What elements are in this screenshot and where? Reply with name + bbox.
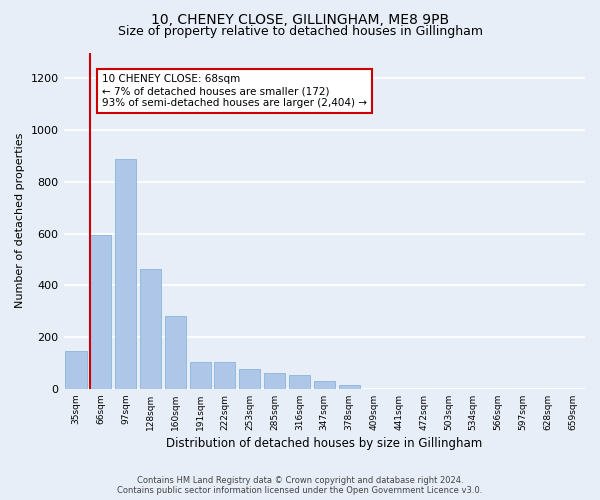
- Bar: [214, 362, 235, 389]
- Bar: [115, 158, 136, 389]
- Bar: [140, 268, 161, 389]
- X-axis label: Distribution of detached houses by size in Gillingham: Distribution of detached houses by size …: [166, 437, 482, 450]
- Text: Size of property relative to detached houses in Gillingham: Size of property relative to detached ho…: [118, 25, 482, 38]
- Bar: [190, 362, 211, 389]
- Text: 10 CHENEY CLOSE: 68sqm
← 7% of detached houses are smaller (172)
93% of semi-det: 10 CHENEY CLOSE: 68sqm ← 7% of detached …: [102, 74, 367, 108]
- Bar: [65, 352, 86, 389]
- Text: 10, CHENEY CLOSE, GILLINGHAM, ME8 9PB: 10, CHENEY CLOSE, GILLINGHAM, ME8 9PB: [151, 12, 449, 26]
- Text: Contains HM Land Registry data © Crown copyright and database right 2024.
Contai: Contains HM Land Registry data © Crown c…: [118, 476, 482, 495]
- Bar: [338, 385, 359, 389]
- Bar: [289, 374, 310, 389]
- Bar: [90, 235, 112, 389]
- Bar: [314, 381, 335, 389]
- Bar: [264, 374, 285, 389]
- Bar: [239, 370, 260, 389]
- Y-axis label: Number of detached properties: Number of detached properties: [15, 133, 25, 308]
- Bar: [165, 316, 186, 389]
